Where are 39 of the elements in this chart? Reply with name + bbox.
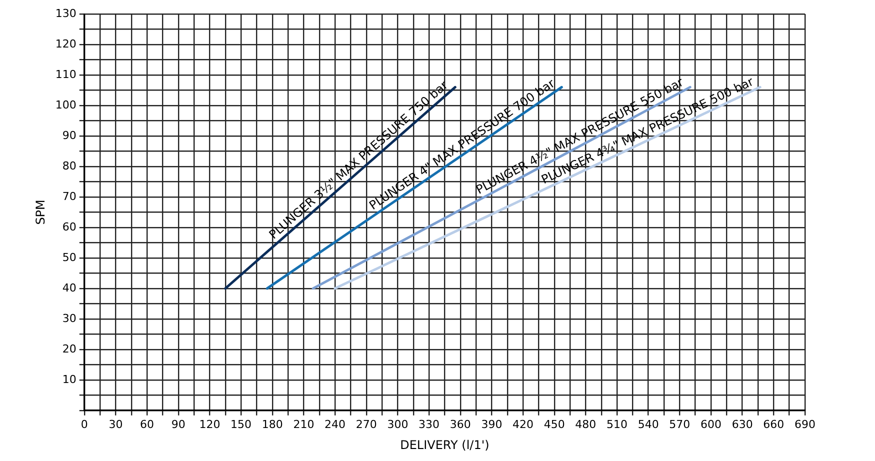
x-tick-label: 510 — [606, 418, 628, 431]
y-tick-label: 10 — [62, 372, 76, 386]
y-tick-label: 110 — [55, 68, 76, 81]
y-tick-label: 130 — [55, 6, 76, 20]
x-tick-label: 570 — [669, 418, 690, 431]
y-tick-label: 30 — [62, 312, 76, 325]
x-tick-label: 480 — [575, 418, 596, 431]
x-tick-label: 90 — [171, 418, 186, 431]
x-tick-label: 600 — [700, 418, 722, 431]
y-tick-label: 40 — [62, 281, 76, 294]
y-tick-label: 120 — [55, 37, 76, 50]
y-axis-title: SPM — [33, 200, 48, 225]
x-tick-label: 540 — [638, 418, 659, 431]
x-tick-label: 690 — [794, 418, 816, 431]
x-tick-label: 150 — [230, 418, 252, 431]
x-tick-label: 210 — [293, 418, 314, 431]
x-tick-label: 330 — [418, 418, 440, 431]
y-tick-label: 20 — [62, 342, 76, 356]
x-tick-label: 300 — [387, 418, 408, 431]
x-tick-label: 30 — [108, 418, 123, 431]
x-tick-label: 0 — [80, 418, 88, 431]
x-tick-label: 660 — [763, 418, 784, 431]
y-tick-label: 80 — [62, 159, 76, 172]
y-tick-label: 60 — [62, 220, 76, 234]
x-tick-label: 450 — [544, 418, 565, 431]
x-axis-title: DELIVERY (l/1') — [400, 438, 490, 452]
y-tick-label: 90 — [62, 128, 76, 142]
x-tick-label: 270 — [356, 418, 377, 431]
x-tick-label: 180 — [262, 418, 283, 431]
x-tick-label: 60 — [140, 418, 154, 431]
y-tick-label: 50 — [62, 250, 76, 264]
x-tick-label: 630 — [732, 418, 753, 431]
x-tick-label: 120 — [199, 418, 220, 431]
y-tick-label: 70 — [62, 190, 76, 203]
x-tick-label: 360 — [450, 418, 471, 431]
x-tick-label: 240 — [324, 418, 346, 431]
x-tick-label: 420 — [512, 418, 534, 431]
y-tick-label: 100 — [55, 98, 76, 112]
x-tick-label: 390 — [481, 418, 502, 431]
